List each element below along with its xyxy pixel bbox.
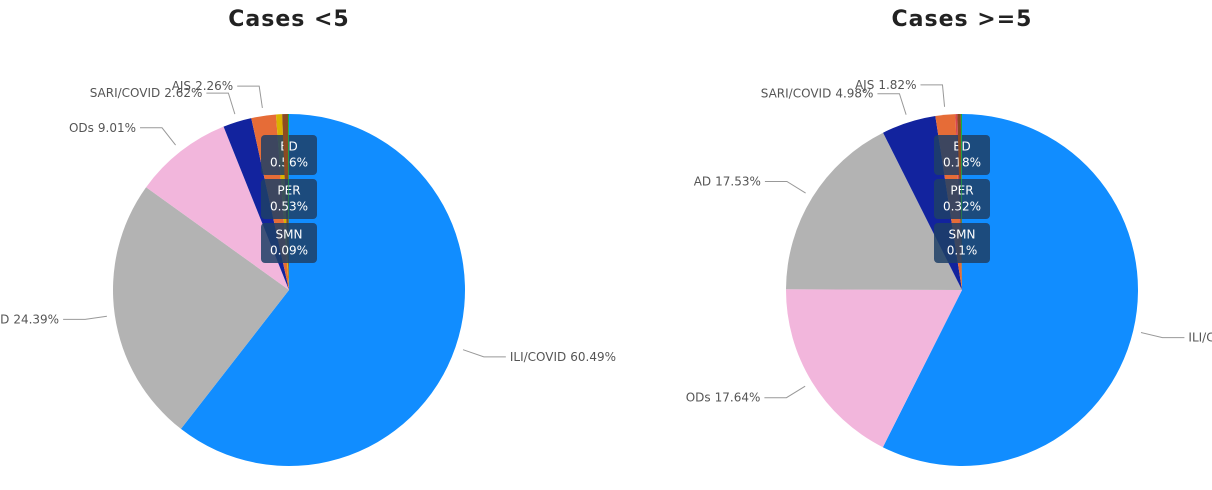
pie-slice	[112, 187, 289, 429]
label-value: 24.39%	[13, 312, 59, 326]
leader-line	[206, 92, 236, 115]
leader-line	[764, 180, 806, 194]
data-label: AJS 2.26%	[172, 79, 234, 93]
data-label: SARI/COVID 4.98%	[761, 86, 874, 100]
leader-line	[237, 85, 263, 109]
pie-slice	[146, 126, 289, 290]
label-name: AD	[0, 312, 9, 326]
pie-slice	[882, 114, 1138, 466]
label-name: SMN	[276, 228, 303, 242]
label-name: AJS	[172, 79, 191, 93]
label-value: 2.26%	[195, 79, 233, 93]
label-name: AD	[694, 174, 711, 188]
label-value: 0.09%	[270, 244, 308, 258]
leader-line	[140, 127, 176, 146]
label-box	[934, 223, 990, 263]
label-name: ODs	[686, 390, 711, 404]
label-value: 4.98%	[835, 86, 873, 100]
data-label: SARI/COVID 2.62%	[90, 86, 203, 100]
label-value: 0.1%	[947, 244, 978, 258]
data-label: ILI/COVID57.41%	[1188, 330, 1212, 344]
data-label: ODs 17.64%	[686, 390, 761, 404]
label-name: AJS	[855, 77, 874, 91]
label-value: 1.82%	[878, 77, 916, 91]
label-value: 9.01%	[98, 120, 136, 134]
label-name: ODs	[69, 120, 94, 134]
label-value: 17.64%	[715, 390, 761, 404]
leader-line	[877, 93, 907, 115]
leader-line	[1140, 332, 1185, 339]
label-name: SARI/COVID	[90, 86, 161, 100]
data-label: AD 17.53%	[694, 174, 761, 188]
label-name: ILI/COVID	[510, 349, 566, 363]
data-label: ILI/COVID 60.49%	[510, 349, 616, 363]
chart-title: Cases <5	[228, 7, 350, 32]
pie-slice	[180, 114, 466, 467]
data-label: ODs 9.01%	[69, 120, 136, 134]
label-name: SARI/COVID	[761, 86, 832, 100]
chart-title: Cases >=5	[892, 7, 1033, 32]
label-name: ILI/COVID	[1188, 330, 1212, 344]
leader-line	[63, 315, 107, 320]
leader-line	[462, 349, 506, 358]
label-value: 2.62%	[164, 86, 202, 100]
leader-line	[764, 385, 806, 399]
data-label: AJS 1.82%	[855, 77, 917, 91]
label-name: SMN	[949, 228, 976, 242]
label-value: 17.53%	[715, 174, 761, 188]
label-value: 60.49%	[570, 349, 616, 363]
label-box	[261, 223, 317, 263]
leader-line	[920, 84, 946, 107]
pie-slice	[786, 289, 962, 448]
data-label: AD 24.39%	[0, 312, 59, 326]
pie-slice	[786, 132, 962, 290]
